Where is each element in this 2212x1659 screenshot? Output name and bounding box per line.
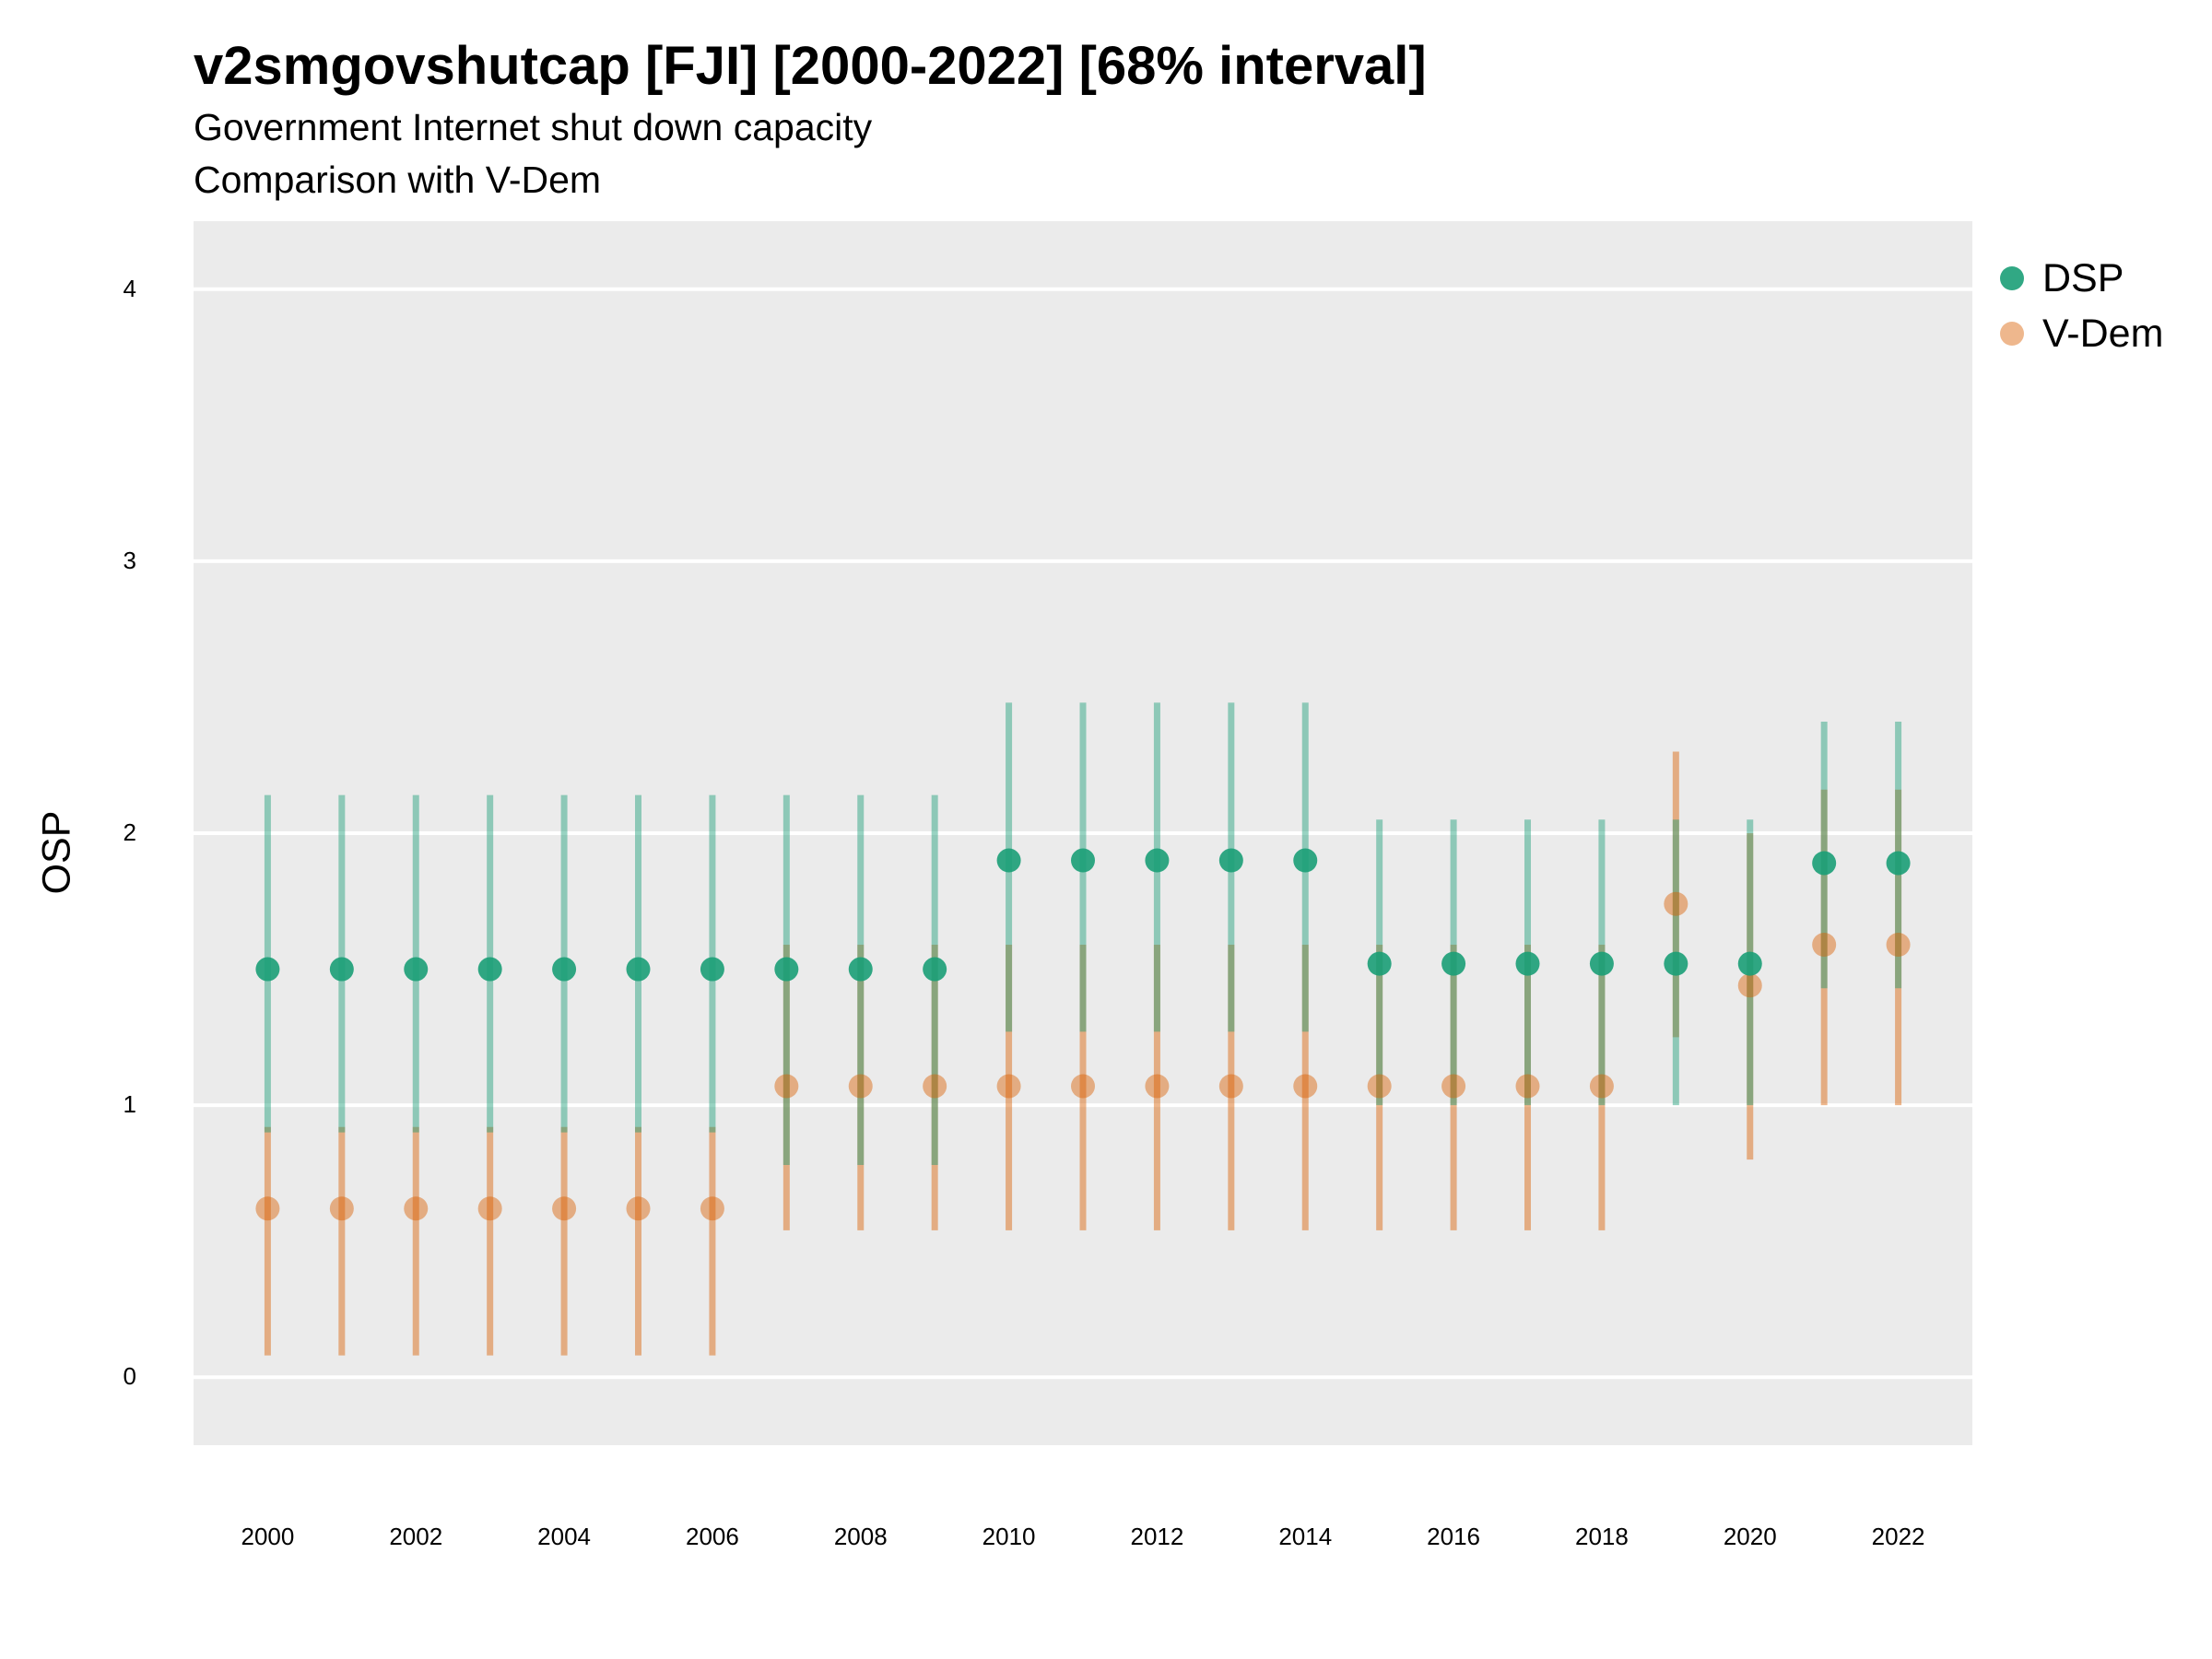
legend-label-dsp: DSP: [2042, 255, 2124, 300]
point-v-dem-2022: [1886, 932, 1911, 957]
point-dsp-2022: [1886, 851, 1911, 876]
point-dsp-2015: [1367, 951, 1392, 976]
point-v-dem-2018: [1589, 1074, 1614, 1099]
point-v-dem-2012: [1145, 1074, 1170, 1099]
point-dsp-2005: [626, 957, 651, 982]
point-v-dem-2017: [1515, 1074, 1540, 1099]
x-tick-label-2008: 2008: [834, 1523, 888, 1550]
x-tick-label-2000: 2000: [241, 1523, 294, 1550]
point-v-dem-2016: [1441, 1074, 1466, 1099]
point-dsp-2017: [1515, 951, 1540, 976]
chart-subtitle-comparison: Comparison with V-Dem: [194, 159, 602, 201]
y-tick-label-2: 2: [124, 818, 136, 846]
point-v-dem-2013: [1218, 1074, 1243, 1099]
point-v-dem-2009: [923, 1074, 947, 1099]
y-tick-label-1: 1: [124, 1090, 136, 1118]
x-tick-label-2006: 2006: [686, 1523, 739, 1550]
y-tick-label-0: 0: [124, 1362, 136, 1390]
x-tick-label-2018: 2018: [1575, 1523, 1629, 1550]
point-dsp-2007: [774, 957, 799, 982]
point-v-dem-2020: [1737, 973, 1762, 998]
point-dsp-2006: [700, 957, 724, 982]
point-v-dem-2001: [329, 1196, 354, 1221]
x-tick-label-2014: 2014: [1278, 1523, 1332, 1550]
legend-dot-vdem: [2000, 322, 2024, 346]
point-v-dem-2003: [477, 1196, 502, 1221]
point-dsp-2019: [1664, 951, 1688, 976]
point-dsp-2018: [1589, 951, 1614, 976]
point-v-dem-2004: [552, 1196, 577, 1221]
y-tick-label-3: 3: [124, 547, 136, 574]
point-v-dem-2000: [255, 1196, 280, 1221]
point-v-dem-2021: [1812, 932, 1837, 957]
point-dsp-2014: [1293, 848, 1318, 873]
point-dsp-2002: [404, 957, 429, 982]
legend-item-vdem: V-Dem: [2000, 306, 2163, 361]
x-tick-label-2012: 2012: [1130, 1523, 1183, 1550]
point-v-dem-2006: [700, 1196, 724, 1221]
chart-subtitle: Government Internet shut down capacity: [194, 106, 873, 148]
point-dsp-2011: [1071, 848, 1095, 873]
point-dsp-2010: [996, 848, 1021, 873]
chart-title: v2smgovshutcap [FJI] [2000-2022] [68% in…: [194, 36, 1427, 96]
y-tick-label-4: 4: [124, 275, 136, 302]
x-tick-label-2016: 2016: [1427, 1523, 1480, 1550]
point-v-dem-2011: [1071, 1074, 1095, 1099]
point-v-dem-2015: [1367, 1074, 1392, 1099]
point-v-dem-2019: [1664, 891, 1688, 916]
legend-dot-dsp: [2000, 266, 2024, 290]
point-dsp-2000: [255, 957, 280, 982]
point-dsp-2021: [1812, 851, 1837, 876]
point-v-dem-2002: [404, 1196, 429, 1221]
legend-label-vdem: V-Dem: [2042, 311, 2164, 356]
point-dsp-2020: [1737, 951, 1762, 976]
legend-item-dsp: DSP: [2000, 251, 2124, 306]
point-dsp-2003: [477, 957, 502, 982]
point-dsp-2001: [329, 957, 354, 982]
x-tick-label-2004: 2004: [537, 1523, 591, 1550]
point-v-dem-2005: [626, 1196, 651, 1221]
point-v-dem-2010: [996, 1074, 1021, 1099]
point-v-dem-2008: [848, 1074, 873, 1099]
point-dsp-2004: [552, 957, 577, 982]
point-dsp-2016: [1441, 951, 1466, 976]
point-dsp-2009: [923, 957, 947, 982]
point-dsp-2012: [1145, 848, 1170, 873]
point-dsp-2013: [1218, 848, 1243, 873]
x-tick-label-2020: 2020: [1724, 1523, 1777, 1550]
point-v-dem-2007: [774, 1074, 799, 1099]
point-v-dem-2014: [1293, 1074, 1318, 1099]
x-tick-label-2002: 2002: [389, 1523, 442, 1550]
x-tick-label-2010: 2010: [982, 1523, 1036, 1550]
x-tick-label-2022: 2022: [1872, 1523, 1925, 1550]
point-dsp-2008: [848, 957, 873, 982]
